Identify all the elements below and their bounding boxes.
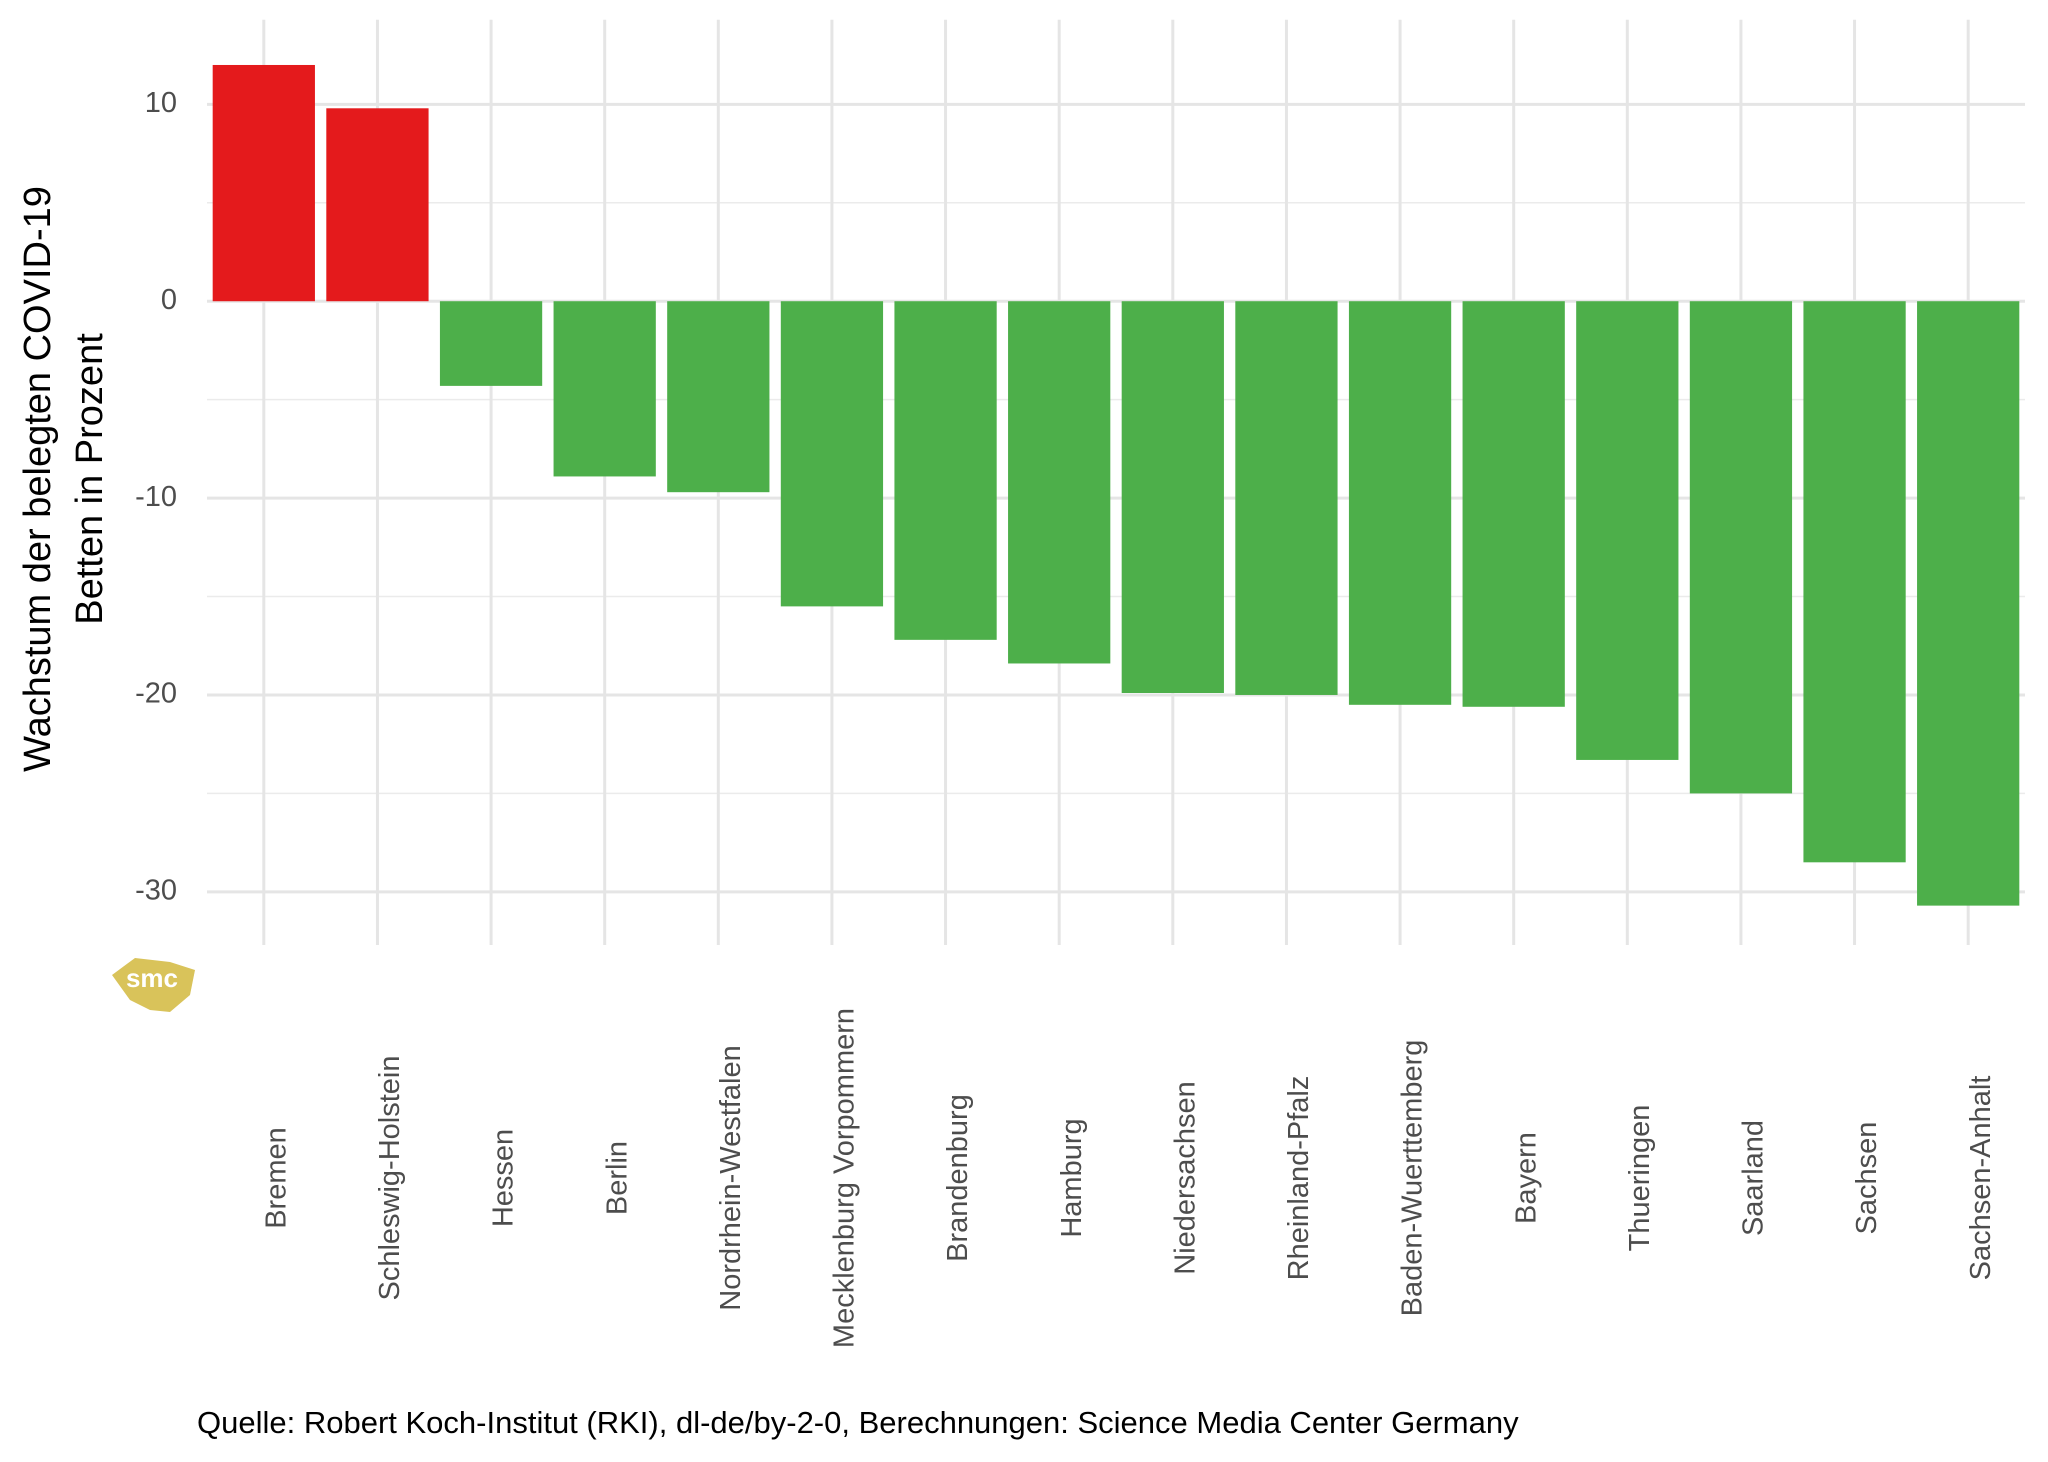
bars bbox=[212, 64, 2020, 906]
x-tick-label: Nordrhein-Westfalen bbox=[715, 1045, 747, 1310]
bar bbox=[439, 301, 543, 386]
x-tick-label: Hamburg bbox=[1056, 1118, 1088, 1237]
bar bbox=[1576, 301, 1679, 760]
x-tick-label: Mecklenburg Vorpommern bbox=[829, 1008, 861, 1348]
x-tick-label: Sachsen bbox=[1851, 1122, 1883, 1235]
bar bbox=[1689, 301, 1793, 794]
x-tick-label: Bremen bbox=[260, 1127, 292, 1229]
y-tick-label: 10 bbox=[145, 87, 177, 119]
x-tick-label: Brandenburg bbox=[942, 1094, 974, 1262]
y-axis-title: Wachstum der belegten COVID-19 bbox=[17, 186, 59, 772]
bar bbox=[212, 64, 315, 302]
x-tick-label: Niedersachsen bbox=[1169, 1081, 1201, 1274]
x-tick-label: Berlin bbox=[601, 1141, 633, 1215]
bar bbox=[1121, 301, 1224, 694]
logo-shape bbox=[112, 958, 195, 1012]
bar bbox=[780, 301, 884, 607]
bar bbox=[1462, 301, 1565, 707]
bar bbox=[326, 108, 429, 302]
x-tick-label: Thueringen bbox=[1624, 1105, 1656, 1252]
bar bbox=[1008, 301, 1111, 664]
x-tick-label: Saarland bbox=[1738, 1120, 1770, 1236]
logo: smc bbox=[112, 958, 195, 1012]
bar bbox=[667, 301, 770, 493]
y-tick-label: -10 bbox=[135, 481, 177, 513]
bar bbox=[894, 301, 997, 640]
bar bbox=[1803, 301, 1906, 863]
caption: Quelle: Robert Koch-Institut (RKI), dl-d… bbox=[197, 1405, 1519, 1440]
y-tick-label: -30 bbox=[135, 875, 177, 907]
bar bbox=[553, 301, 656, 477]
y-tick-label: 0 bbox=[161, 284, 177, 316]
x-tick-label: Bayern bbox=[1510, 1132, 1542, 1224]
y-tick-label: -20 bbox=[135, 678, 177, 710]
x-tick-label: Schleswig-Holstein bbox=[374, 1056, 406, 1301]
bar bbox=[1235, 301, 1338, 695]
x-tick-label: Hessen bbox=[488, 1129, 520, 1227]
bar bbox=[1348, 301, 1452, 705]
y-axis-title: Betten in Prozent bbox=[69, 333, 111, 625]
bar bbox=[1917, 301, 2020, 906]
logo-text: smc bbox=[126, 963, 178, 993]
x-tick-label: Sachsen-Anhalt bbox=[1965, 1076, 1997, 1281]
x-tick-label: Rheinland-Pfalz bbox=[1283, 1076, 1315, 1281]
x-tick-label: Baden-Wuerttemberg bbox=[1397, 1040, 1429, 1317]
